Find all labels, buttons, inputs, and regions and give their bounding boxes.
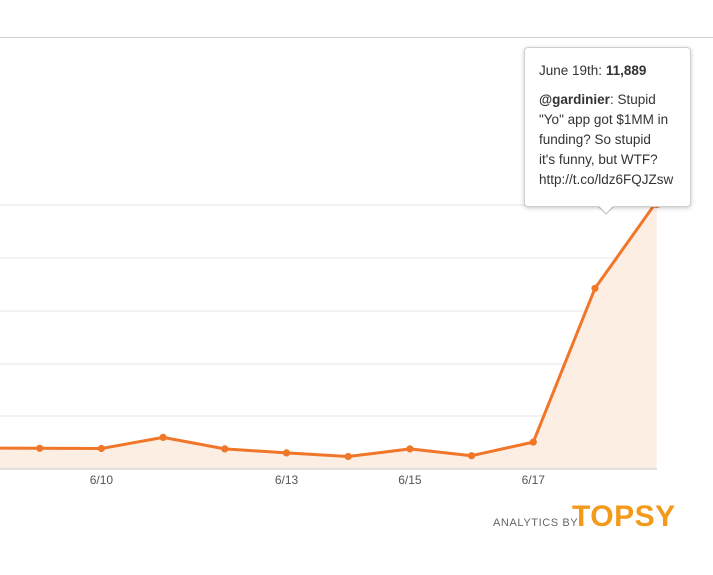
x-tick-label: 6/13	[275, 473, 299, 487]
tooltip-tweet-line: funding? So stupid	[539, 132, 651, 147]
tooltip-value: 11,889	[605, 63, 647, 78]
tooltip-tweet: @gardinier: Stupid "Yo" app got $1MM in …	[539, 90, 678, 190]
data-point[interactable]	[97, 444, 105, 453]
tooltip-tweet-line: "Yo" app got $1MM in	[539, 112, 669, 127]
data-point[interactable]	[36, 444, 44, 452]
x-tick-label: 6/17	[522, 473, 546, 487]
data-point[interactable]	[282, 449, 291, 457]
branding[interactable]: ANALYTICS BY TOPSY	[493, 500, 676, 534]
data-point[interactable]	[159, 433, 167, 441]
tooltip-tweet-text: : Stupid	[609, 92, 656, 107]
topsy-logo: TOPSY	[572, 500, 676, 533]
top-divider	[0, 37, 713, 38]
x-tick-label: 6/10	[90, 473, 114, 487]
data-point[interactable]	[468, 452, 476, 460]
data-point[interactable]	[221, 445, 229, 453]
x-tick-label: 6/15	[398, 473, 422, 487]
tooltip-tweet-handle: @gardinier	[539, 92, 610, 107]
area-fill	[0, 201, 657, 469]
tooltip-header: June 19th: 11,889	[539, 61, 678, 81]
data-point[interactable]	[406, 445, 414, 453]
tooltip: June 19th: 11,889 @gardinier: Stupid "Yo…	[524, 47, 691, 207]
tooltip-arrow-inner	[598, 205, 614, 213]
data-point[interactable]	[591, 284, 599, 292]
series-line	[0, 200, 658, 458]
branding-prefix: ANALYTICS BY	[493, 517, 579, 529]
x-tick-labels: 6/10 6/13 6/15 6/17	[90, 473, 546, 487]
data-point[interactable]	[344, 452, 352, 461]
line-layer	[0, 200, 658, 458]
data-point[interactable]	[529, 438, 537, 446]
tooltip-tweet-line: it's funny, but WTF?	[539, 152, 658, 167]
tooltip-date: June 19th:	[539, 63, 603, 78]
area-fill-layer	[0, 201, 657, 469]
tooltip-tweet-link[interactable]: http://t.co/ldz6FQJZsw	[539, 172, 674, 187]
tooltip-tweet-line: @gardinier: Stupid	[539, 90, 678, 110]
